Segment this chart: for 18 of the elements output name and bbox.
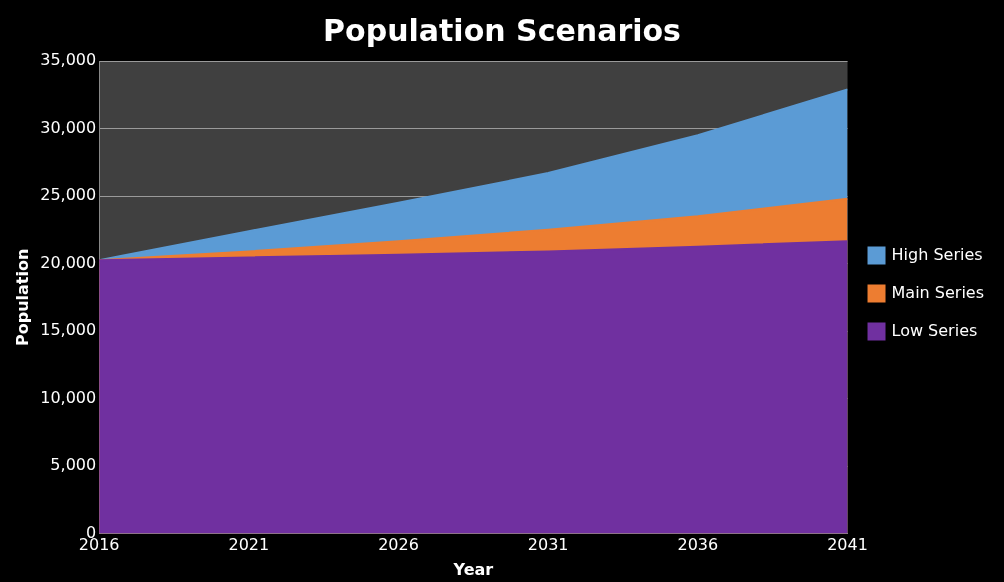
chart-title: Population Scenarios (323, 12, 681, 48)
x-tick-label: 2026 (378, 535, 419, 555)
y-tick-label: 35,000 (40, 50, 97, 70)
y-tick-label: 15,000 (40, 320, 97, 340)
y-tick-label: 10,000 (40, 387, 97, 407)
y-tick-label: 20,000 (40, 252, 97, 272)
x-tick-label: 2041 (827, 535, 868, 555)
x-axis-title: Year (452, 559, 494, 579)
y-tick-label: 5,000 (50, 455, 97, 475)
y-axis-title: Population (12, 248, 32, 346)
x-tick-label: 2021 (228, 535, 270, 555)
legend-label: Main Series (891, 282, 984, 302)
x-tick-label: 2036 (677, 535, 719, 555)
legend-label: Low Series (891, 320, 978, 340)
legend-label: High Series (891, 244, 983, 264)
x-tick-label: 2031 (527, 535, 569, 555)
y-tick-label: 25,000 (40, 185, 97, 205)
y-tick-label: 30,000 (40, 117, 97, 137)
